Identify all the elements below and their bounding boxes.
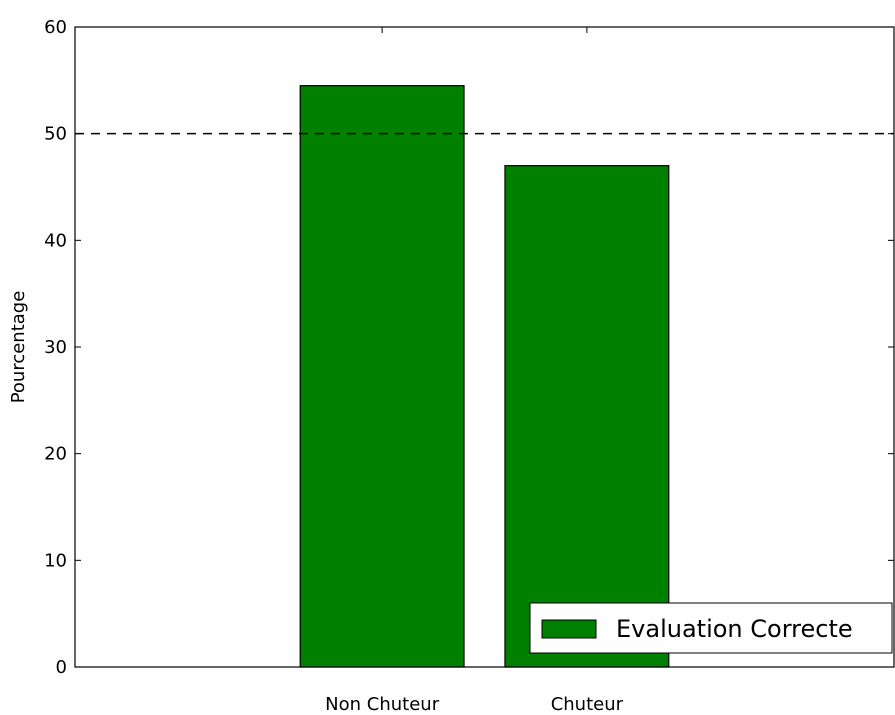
- plot-frame: [74, 26, 895, 668]
- y-tick-label: 60: [44, 17, 67, 38]
- y-tick-label: 10: [44, 550, 67, 571]
- y-axis-label: Pourcentage: [8, 291, 29, 404]
- bar-chuteur: [504, 165, 670, 668]
- y-tick-label: 40: [44, 230, 67, 251]
- y-axis-ticks: 0 10 20 30 40 50 60: [44, 17, 894, 678]
- y-tick-label: 50: [44, 124, 67, 145]
- legend-label: Evaluation Correcte: [616, 615, 853, 643]
- y-tick-label: 30: [44, 337, 67, 358]
- legend-swatch: [541, 619, 597, 639]
- bars: [299, 85, 670, 668]
- legend: Evaluation Correcte: [529, 602, 893, 654]
- x-axis-ticks: Non Chuteur Chuteur: [325, 27, 624, 715]
- y-tick-label: 20: [44, 444, 67, 465]
- x-tick-label: Non Chuteur: [325, 694, 440, 715]
- y-tick-label: 0: [56, 657, 67, 678]
- bar-non-chuteur: [299, 85, 465, 668]
- x-tick-label: Chuteur: [551, 694, 624, 715]
